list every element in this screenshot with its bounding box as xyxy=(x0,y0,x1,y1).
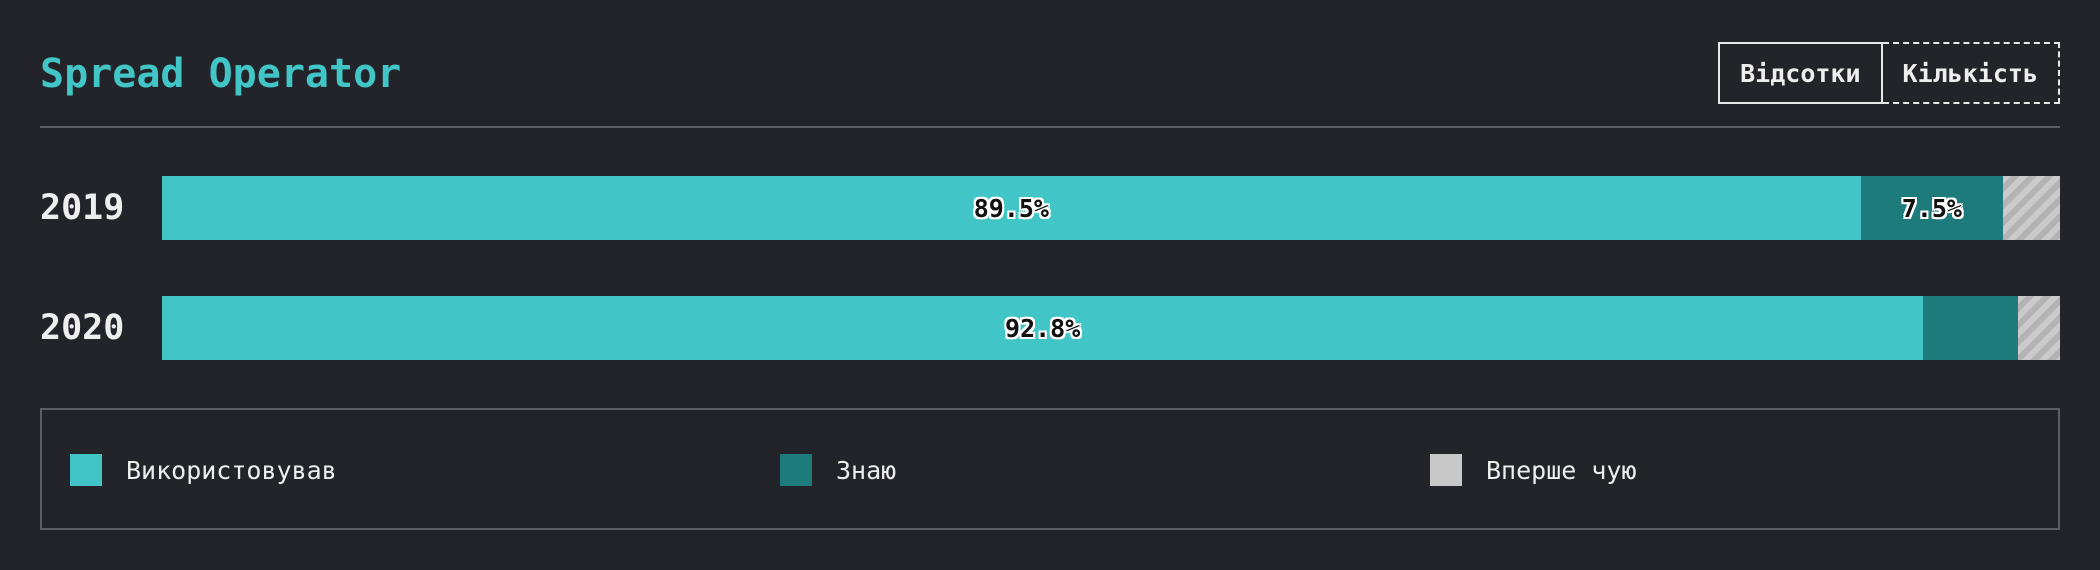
legend: Використовував Знаю Вперше чую xyxy=(40,408,2060,530)
bar-segment-used-2020: 92.8% xyxy=(162,296,1924,360)
bar-segment-used-2019: 89.5% xyxy=(162,176,1861,240)
legend-item-used: Використовував xyxy=(70,454,337,486)
data-label-used-2020: 92.8% xyxy=(1005,313,1081,343)
legend-label-used: Використовував xyxy=(126,455,337,485)
count-toggle-button[interactable]: Кількість xyxy=(1882,42,2060,104)
legend-item-know: Знаю xyxy=(780,454,896,486)
percent-toggle-button[interactable]: Відсотки xyxy=(1718,42,1883,104)
chart-title: Spread Operator xyxy=(40,51,402,97)
data-label-know-2019: 7.5% xyxy=(1901,193,1962,223)
legend-swatch-used xyxy=(70,454,102,486)
legend-label-know: Знаю xyxy=(836,455,897,485)
year-label-2020: 2020 xyxy=(40,308,125,348)
legend-swatch-know xyxy=(780,454,812,486)
view-toggle: Відсотки Кількість xyxy=(1718,42,2060,104)
bar-segment-know-2020 xyxy=(1923,296,2019,360)
legend-swatch-never xyxy=(1430,454,1462,486)
header-divider xyxy=(40,126,2060,128)
bar-2020: 92.8% xyxy=(162,296,2060,360)
bar-segment-never-2020 xyxy=(2018,296,2060,360)
legend-item-never: Вперше чую xyxy=(1430,454,1637,486)
data-label-used-2019: 89.5% xyxy=(973,193,1049,223)
bar-2019: 89.5% 7.5% xyxy=(162,176,2060,240)
bar-segment-know-2019: 7.5% xyxy=(1860,176,2004,240)
bar-segment-never-2019 xyxy=(2003,176,2060,240)
legend-label-never: Вперше чую xyxy=(1486,455,1637,485)
year-label-2019: 2019 xyxy=(40,188,125,228)
